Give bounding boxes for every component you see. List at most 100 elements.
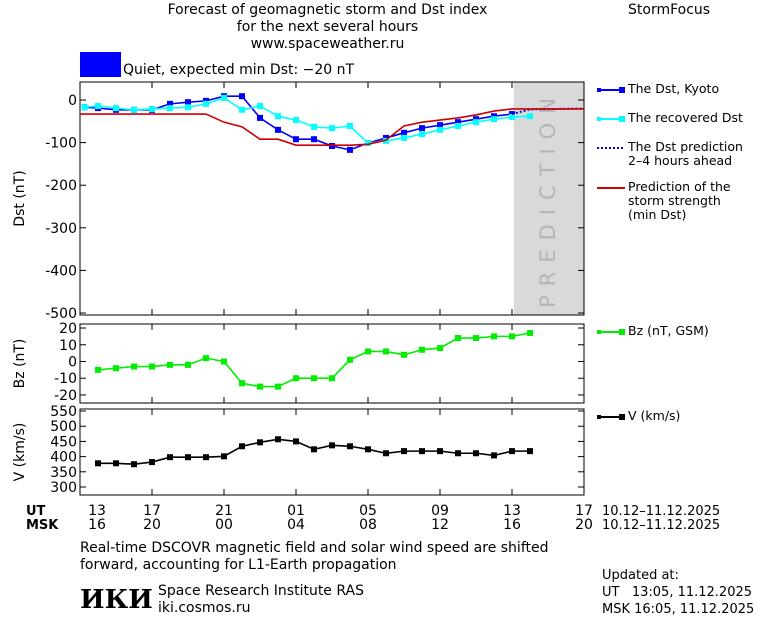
- data-point: [491, 333, 497, 340]
- data-point: [239, 93, 245, 100]
- data-point: [437, 345, 443, 352]
- data-point: [347, 356, 353, 363]
- x-tick-label: 09: [431, 503, 449, 519]
- title-line: www.spaceweather.ru: [250, 36, 405, 52]
- time-range: 10.12–11.12.2025: [602, 518, 720, 533]
- data-point: [509, 333, 515, 340]
- data-point: [293, 438, 299, 445]
- data-point: [113, 460, 119, 467]
- y-tick-label: 10: [59, 338, 77, 354]
- x-tick-label: 05: [359, 503, 377, 519]
- legend-marker: [619, 116, 625, 122]
- legend-marker: [619, 414, 625, 420]
- data-point: [81, 104, 88, 111]
- data-point: [275, 113, 281, 120]
- y-tick-label: -500: [45, 306, 77, 322]
- data-point: [95, 366, 101, 373]
- plot-frame: [79, 323, 585, 404]
- y-tick-label: -400: [45, 263, 77, 279]
- data-point: [527, 113, 533, 120]
- data-point: [203, 100, 209, 107]
- data-point: [113, 105, 119, 112]
- data-point: [401, 351, 407, 358]
- data-point: [221, 453, 227, 460]
- data-point: [473, 450, 479, 457]
- data-point: [455, 450, 461, 457]
- data-point: [275, 126, 281, 133]
- data-point: [131, 363, 137, 370]
- data-point: [329, 375, 335, 382]
- data-point: [149, 459, 155, 466]
- x-tick-label: 17: [143, 503, 161, 519]
- y-tick-label: 0: [68, 93, 77, 109]
- legend-label: The recovered Dst: [628, 110, 743, 125]
- data-point: [221, 358, 227, 365]
- data-point: [491, 452, 497, 459]
- data-point: [131, 106, 137, 113]
- x-tick-label: 20: [143, 517, 161, 533]
- data-point: [419, 125, 425, 132]
- x-tick-label: 12: [431, 517, 449, 533]
- data-point: [455, 123, 461, 130]
- data-point: [203, 454, 209, 461]
- y-tick-label: -200: [45, 178, 77, 194]
- data-point: [167, 100, 173, 107]
- data-point: [401, 448, 407, 455]
- data-point: [293, 136, 299, 143]
- x-tick-label: 17: [575, 503, 593, 519]
- data-point: [365, 348, 371, 355]
- data-point: [347, 146, 353, 153]
- legend-label: Bz (nT, GSM): [628, 323, 709, 338]
- time-row-name: MSK: [26, 518, 59, 533]
- legend-marker: [619, 329, 625, 335]
- x-tick-label: 08: [359, 517, 377, 533]
- data-point: [455, 119, 461, 126]
- data-point: [419, 131, 425, 138]
- status-indicator: [80, 52, 121, 77]
- data-point: [275, 436, 281, 443]
- data-point: [329, 442, 335, 449]
- data-point: [221, 94, 227, 101]
- data-point: [437, 126, 443, 133]
- data-point: [419, 346, 425, 353]
- data-point: [419, 448, 425, 455]
- data-point: [185, 99, 191, 106]
- data-point: [293, 375, 299, 382]
- title-line: for the next several hours: [236, 19, 419, 35]
- data-point: [95, 460, 101, 467]
- x-tick-label: 04: [287, 517, 305, 533]
- data-point: [311, 123, 317, 130]
- data-point: [167, 361, 173, 368]
- y-tick-label: 450: [50, 434, 77, 450]
- plot-frame: [79, 408, 585, 496]
- data-point: [311, 136, 317, 143]
- institute-url: iki.cosmos.ru: [158, 600, 251, 616]
- data-point: [527, 330, 533, 337]
- data-point: [257, 383, 263, 390]
- data-point: [95, 102, 101, 109]
- legend-marker: [619, 87, 625, 93]
- data-point: [203, 355, 209, 362]
- legend-label: V (km/s): [628, 408, 681, 423]
- data-point: [113, 365, 119, 372]
- data-point: [149, 363, 155, 370]
- data-point: [401, 134, 407, 141]
- series-line: [84, 97, 531, 144]
- data-point: [383, 348, 389, 355]
- x-tick-label: 13: [503, 503, 521, 519]
- data-point: [437, 122, 443, 129]
- updated-time: UT 13:05, 11.12.2025: [602, 585, 753, 600]
- data-point: [365, 446, 371, 453]
- data-point: [491, 116, 497, 123]
- data-point: [149, 105, 155, 112]
- y-tick-label: 400: [50, 450, 77, 466]
- y-tick-label: -10: [54, 371, 77, 387]
- data-point: [167, 105, 173, 112]
- series-line: [80, 108, 584, 146]
- x-tick-label: 00: [215, 517, 233, 533]
- data-point: [347, 123, 353, 130]
- data-point: [239, 380, 245, 387]
- updated-label: Updated at:: [602, 568, 679, 583]
